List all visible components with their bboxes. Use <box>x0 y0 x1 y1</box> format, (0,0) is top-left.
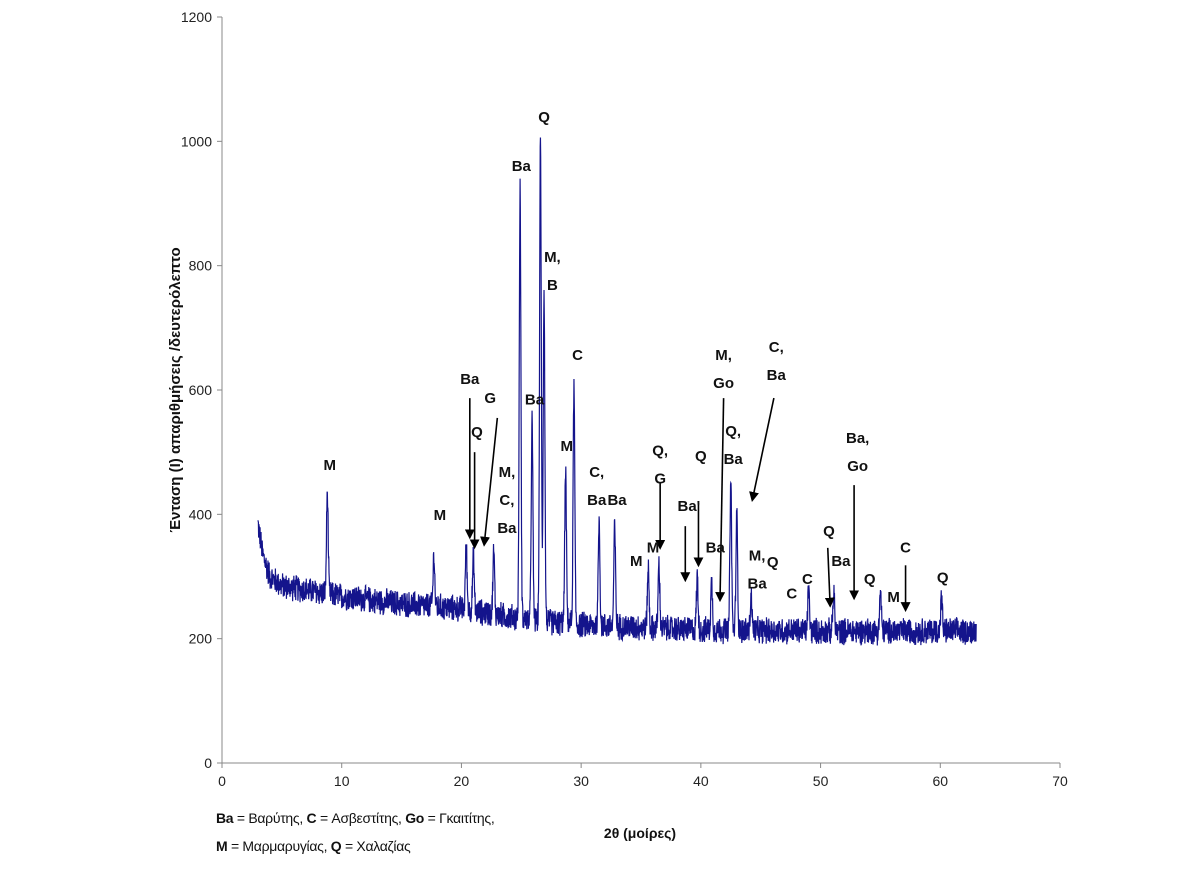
peak-label: M <box>561 438 574 455</box>
x-tick-label: 0 <box>218 773 226 789</box>
peak-label: Ba <box>460 371 480 388</box>
peak-label: Ba <box>525 391 545 408</box>
peak-label: C, <box>589 464 604 481</box>
peak-label: M, <box>749 547 766 564</box>
peak-label: Ba <box>607 492 627 509</box>
x-tick-label: 10 <box>334 773 350 789</box>
legend-code: M <box>216 838 228 854</box>
peak-label: Ba <box>706 539 726 556</box>
peak-label: Q <box>823 523 835 540</box>
y-tick-label: 1200 <box>181 9 212 25</box>
legend-line-2: M = Μαρμαρυγίας, Q = Χαλαζίας <box>216 838 411 854</box>
peak-label: Go <box>713 375 734 392</box>
x-tick-label: 70 <box>1052 773 1068 789</box>
legend-code: Ba <box>216 810 234 826</box>
peak-label: M <box>647 539 660 556</box>
peak-label: Ba <box>748 575 768 592</box>
y-tick-label: 1000 <box>181 133 212 149</box>
legend-mineral-name: = Ασβεστίτης, <box>316 810 406 826</box>
y-tick-label: 800 <box>189 258 213 274</box>
peak-label: M <box>887 589 900 606</box>
peak-label: M, <box>544 249 561 266</box>
peak-label: Q, <box>652 442 668 459</box>
x-tick-label: 20 <box>454 773 470 789</box>
peak-label: Q, <box>725 423 741 440</box>
peak-label: C <box>900 539 911 556</box>
legend-code: C <box>306 810 317 826</box>
peak-label: Ba <box>724 451 744 468</box>
legend-mineral-name: = Χαλαζίας <box>341 838 411 854</box>
x-axis-label: 2θ (μοίρες) <box>604 825 676 841</box>
peak-label: Q <box>937 570 949 587</box>
y-tick-label: 0 <box>204 755 212 771</box>
peak-label: Ba' <box>678 498 701 515</box>
peak-label: Q <box>471 424 483 441</box>
diffraction-pattern-line <box>257 137 977 646</box>
x-tick-label: 50 <box>813 773 829 789</box>
y-tick-label: 400 <box>189 506 213 522</box>
legend-mineral-name: = Μαρμαρυγίας, <box>227 838 331 854</box>
peak-label: C <box>786 585 797 602</box>
peak-label: Q <box>695 448 707 465</box>
legend-mineral-name: = Γκαιτίτης, <box>424 810 495 826</box>
peak-label: C <box>572 347 583 364</box>
peak-arrow <box>749 397 775 502</box>
peak-label: M, <box>715 347 732 364</box>
peak-label: Ba, <box>846 430 869 447</box>
peak-label: B <box>547 277 558 294</box>
peak-label: Ba <box>512 158 532 175</box>
peak-arrow <box>824 547 835 608</box>
peak-label: M <box>323 457 336 474</box>
peak-label: M <box>434 507 447 524</box>
legend-mineral-name: = Βαρύτης, <box>233 810 307 826</box>
peak-label: G <box>654 470 666 487</box>
peak-label: Go <box>847 458 868 475</box>
peak-arrow <box>715 398 726 603</box>
peak-label: Q <box>864 571 876 588</box>
peak-label: C, <box>499 492 514 509</box>
peak-label: Q <box>767 554 779 571</box>
y-tick-label: 200 <box>189 631 213 647</box>
peak-label: Ba <box>587 492 607 509</box>
legend-code: Q <box>330 838 342 854</box>
peak-label: G <box>484 390 496 407</box>
y-tick-label: 600 <box>189 382 213 398</box>
peak-label: C <box>802 571 813 588</box>
y-axis-label: Ένταση (I) απαριθμήσεις /δευτερόλεπτο <box>167 247 184 532</box>
x-tick-label: 40 <box>693 773 709 789</box>
x-tick-label: 30 <box>573 773 589 789</box>
peak-label: Ba <box>831 553 851 570</box>
legend-code: Go <box>405 810 425 826</box>
peak-label: M <box>630 553 643 570</box>
x-tick-label: 60 <box>932 773 948 789</box>
peak-label: Ba <box>497 520 517 537</box>
peak-label: Ba <box>767 367 787 384</box>
peak-arrow <box>480 417 499 547</box>
peak-label: M, <box>499 464 516 481</box>
legend-line-1: Ba = Βαρύτης, C = Ασβεστίτης, Go = Γκαιτ… <box>216 810 495 826</box>
peak-label: C, <box>769 339 784 356</box>
peak-label: Q <box>538 109 550 126</box>
